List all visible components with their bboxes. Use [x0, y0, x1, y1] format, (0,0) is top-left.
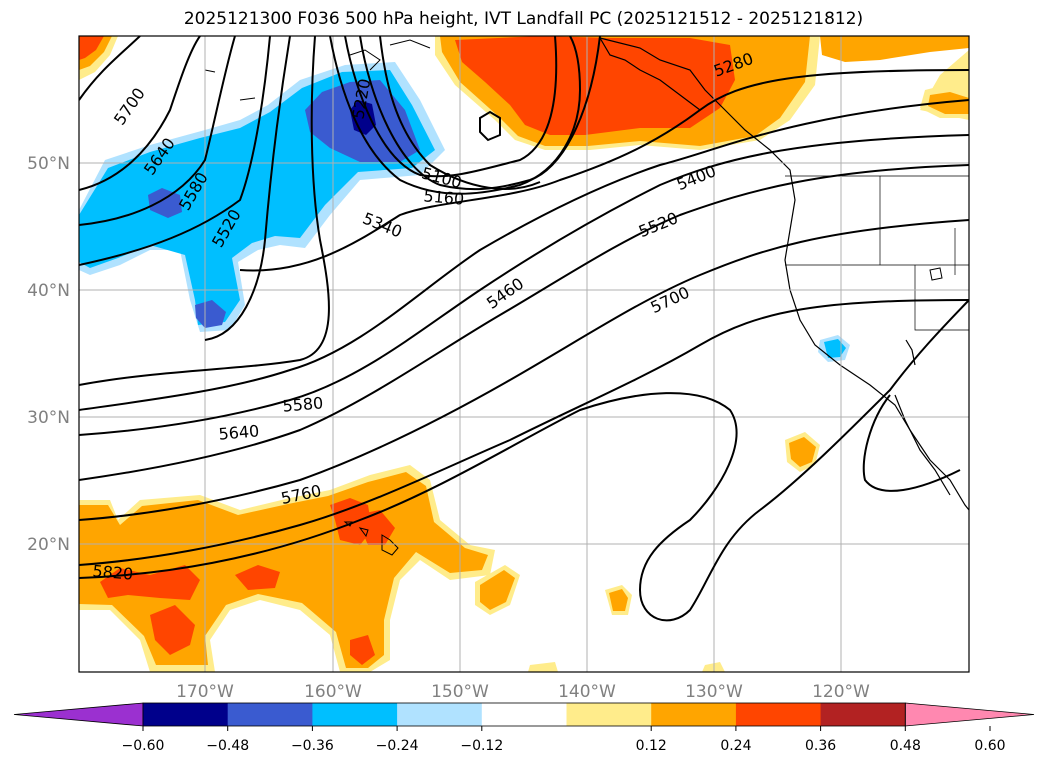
lat-label: 20°N [27, 535, 70, 555]
lat-label: 50°N [27, 154, 70, 174]
state-borders [785, 175, 969, 331]
longitude-labels: 170°W 160°W 150°W 140°W 130°W 120°W [176, 682, 870, 702]
colorbar-segment [143, 703, 229, 726]
lat-label: 30°N [27, 408, 70, 428]
colorbar-segment [651, 703, 737, 726]
contour-label: 5820 [92, 561, 134, 583]
height-contours [79, 36, 969, 622]
colorbar-segment [735, 703, 822, 726]
colorbar-tick-label: 0.60 [974, 738, 1005, 754]
contour-label: 5580 [282, 393, 324, 415]
negative-ivt-shading [79, 62, 850, 362]
lat-label: 40°N [27, 281, 70, 301]
figure-title: 2025121300 F036 500 hPa height, IVT Land… [183, 9, 864, 29]
colorbar-segment [312, 703, 398, 726]
colorbar-tick-label: −0.24 [376, 738, 419, 754]
colorbar-tick-label: 0.36 [805, 738, 836, 754]
latitude-labels: 50°N 40°N 30°N 20°N [27, 154, 70, 555]
lon-label: 120°W [812, 682, 870, 702]
colorbar-tick-label: 0.24 [720, 738, 751, 754]
colorbar-extend-low [13, 702, 144, 727]
colorbar-segment [566, 703, 652, 726]
colorbar: −0.60 −0.48 −0.36 −0.24 −0.12 0.12 0.24 0.36 0.4… [13, 702, 1035, 754]
colorbar-segment [397, 703, 483, 726]
colorbar-tick-label: 0.12 [636, 738, 667, 754]
colorbar-segment [820, 703, 906, 726]
lon-label: 160°W [304, 682, 362, 702]
colorbar-tick-label: −0.48 [206, 738, 249, 754]
colorbar-tick-label: −0.60 [122, 738, 165, 754]
islands [204, 39, 943, 556]
map-border [78, 35, 970, 673]
colorbar-tick-label: −0.36 [291, 738, 334, 754]
colorbar-segment [227, 703, 313, 726]
colorbar-tick-label: 0.48 [890, 738, 921, 754]
contour-label: 5640 [218, 421, 260, 443]
map-panel: 5700 5640 5580 5520 5220 5100 5160 5340 … [79, 36, 969, 672]
lon-label: 170°W [176, 682, 234, 702]
lon-label: 140°W [558, 682, 616, 702]
contour-label: 5160 [423, 186, 465, 208]
colorbar-border [142, 702, 906, 727]
colorbar-extend-high [904, 702, 1035, 727]
colorbar-segment [481, 703, 567, 726]
positive-ivt-shading [79, 36, 969, 672]
colorbar-tick-label: −0.12 [460, 738, 503, 754]
lon-label: 130°W [685, 682, 743, 702]
lon-label: 150°W [431, 682, 489, 702]
